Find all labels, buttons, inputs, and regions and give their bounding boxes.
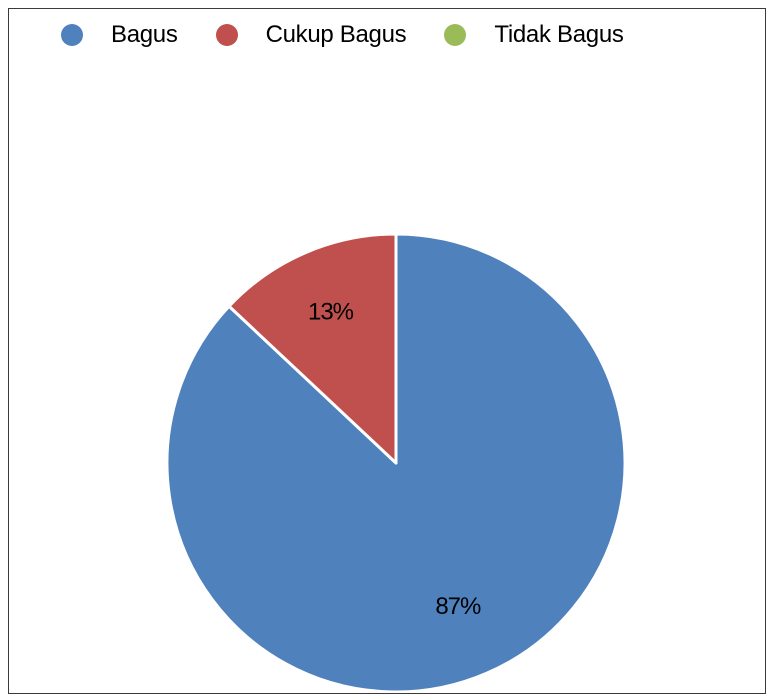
legend-label-cukup-bagus: Cukup Bagus xyxy=(265,21,407,48)
chart-legend: Bagus Cukup Bagus Tidak Bagus xyxy=(61,15,662,55)
pie-slices xyxy=(165,232,627,693)
legend-marker-tidak-bagus xyxy=(444,24,467,46)
data-label-cukup-bagus: 13% xyxy=(308,299,354,326)
legend-label-bagus: Bagus xyxy=(111,21,178,48)
legend-item-tidak-bagus: Tidak Bagus xyxy=(444,21,624,49)
pie-data-labels: 87% 13% xyxy=(308,299,482,620)
pie-slice-cukup-bagus xyxy=(227,232,398,465)
legend-label-tidak-bagus: Tidak Bagus xyxy=(494,21,624,48)
data-label-bagus: 87% xyxy=(435,593,481,620)
legend-marker-cukup-bagus xyxy=(215,24,238,46)
legend-item-bagus: Bagus xyxy=(61,21,178,49)
legend-marker-bagus xyxy=(61,24,83,46)
pie-slice-bagus xyxy=(165,232,627,693)
pie-chart: 87% 13% xyxy=(165,232,627,693)
chart-frame: Bagus Cukup Bagus Tidak Bagus 87% 13% xyxy=(8,8,766,694)
legend-item-cukup-bagus: Cukup Bagus xyxy=(215,21,407,49)
